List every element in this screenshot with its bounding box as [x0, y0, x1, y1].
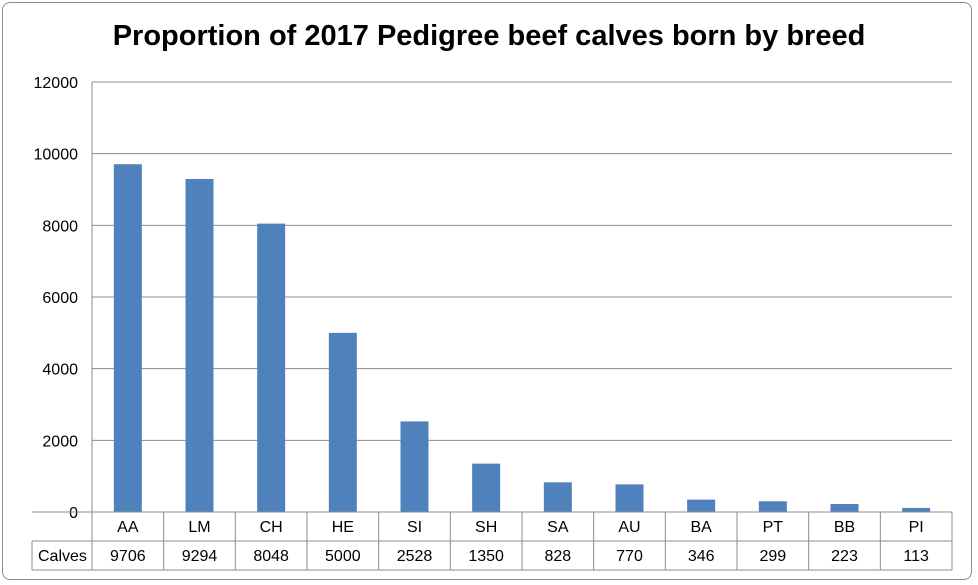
table-value: 828	[544, 548, 571, 565]
y-tick-label: 2000	[42, 433, 78, 450]
bar-si	[400, 421, 429, 512]
gridlines	[91, 81, 952, 512]
y-tick-label: 6000	[42, 290, 78, 307]
table-value: 770	[616, 548, 643, 565]
y-tick-label: 12000	[34, 75, 79, 92]
chart-title: Proportion of 2017 Pedigree beef calves …	[112, 20, 866, 52]
table-value: 2528	[397, 548, 433, 565]
bar-bb	[830, 504, 859, 512]
y-tick-label: 4000	[42, 362, 78, 379]
x-tick-label: SA	[547, 519, 569, 536]
x-tick-label: AA	[117, 519, 139, 536]
bar-pt	[758, 501, 787, 512]
x-tick-label: HE	[332, 519, 354, 536]
x-tick-label: BA	[690, 519, 712, 536]
bars	[113, 164, 931, 512]
table-series-label: Calves	[38, 548, 87, 565]
table-value: 299	[759, 548, 786, 565]
y-tick-label: 8000	[42, 218, 78, 235]
bar-ba	[687, 499, 716, 512]
x-tick-label: SI	[407, 519, 422, 536]
x-tick-label: PI	[909, 519, 924, 536]
bar-sa	[543, 482, 572, 512]
table-value: 8048	[253, 548, 289, 565]
bar-sh	[472, 463, 501, 512]
table-value: 5000	[325, 548, 361, 565]
y-axis-ticks: 0 2000 4000 6000 8000 10000 12000	[34, 75, 79, 522]
bar-au	[615, 484, 644, 512]
x-tick-label: PT	[763, 519, 784, 536]
table-value: 9294	[182, 548, 218, 565]
bar-ch	[257, 223, 286, 512]
table-value: 1350	[468, 548, 504, 565]
bar-lm	[185, 178, 214, 512]
table-value: 223	[831, 548, 858, 565]
bar-pi	[902, 507, 931, 512]
bar-aa	[113, 164, 142, 512]
table-value: 346	[688, 548, 715, 565]
x-tick-label: CH	[260, 519, 283, 536]
x-tick-label: LM	[188, 519, 210, 536]
bar-he	[328, 332, 357, 512]
x-tick-label: BB	[834, 519, 855, 536]
x-tick-label: AU	[618, 519, 640, 536]
table-value: 113	[903, 548, 929, 565]
y-tick-label: 0	[69, 505, 78, 522]
y-tick-label: 10000	[34, 147, 79, 164]
table-value: 9706	[110, 548, 146, 565]
x-tick-label: SH	[475, 519, 497, 536]
data-table: Calves AA 9706 LM 9294 CH 8048 HE 5000 SI 2528 SH 13…	[31, 511, 953, 571]
